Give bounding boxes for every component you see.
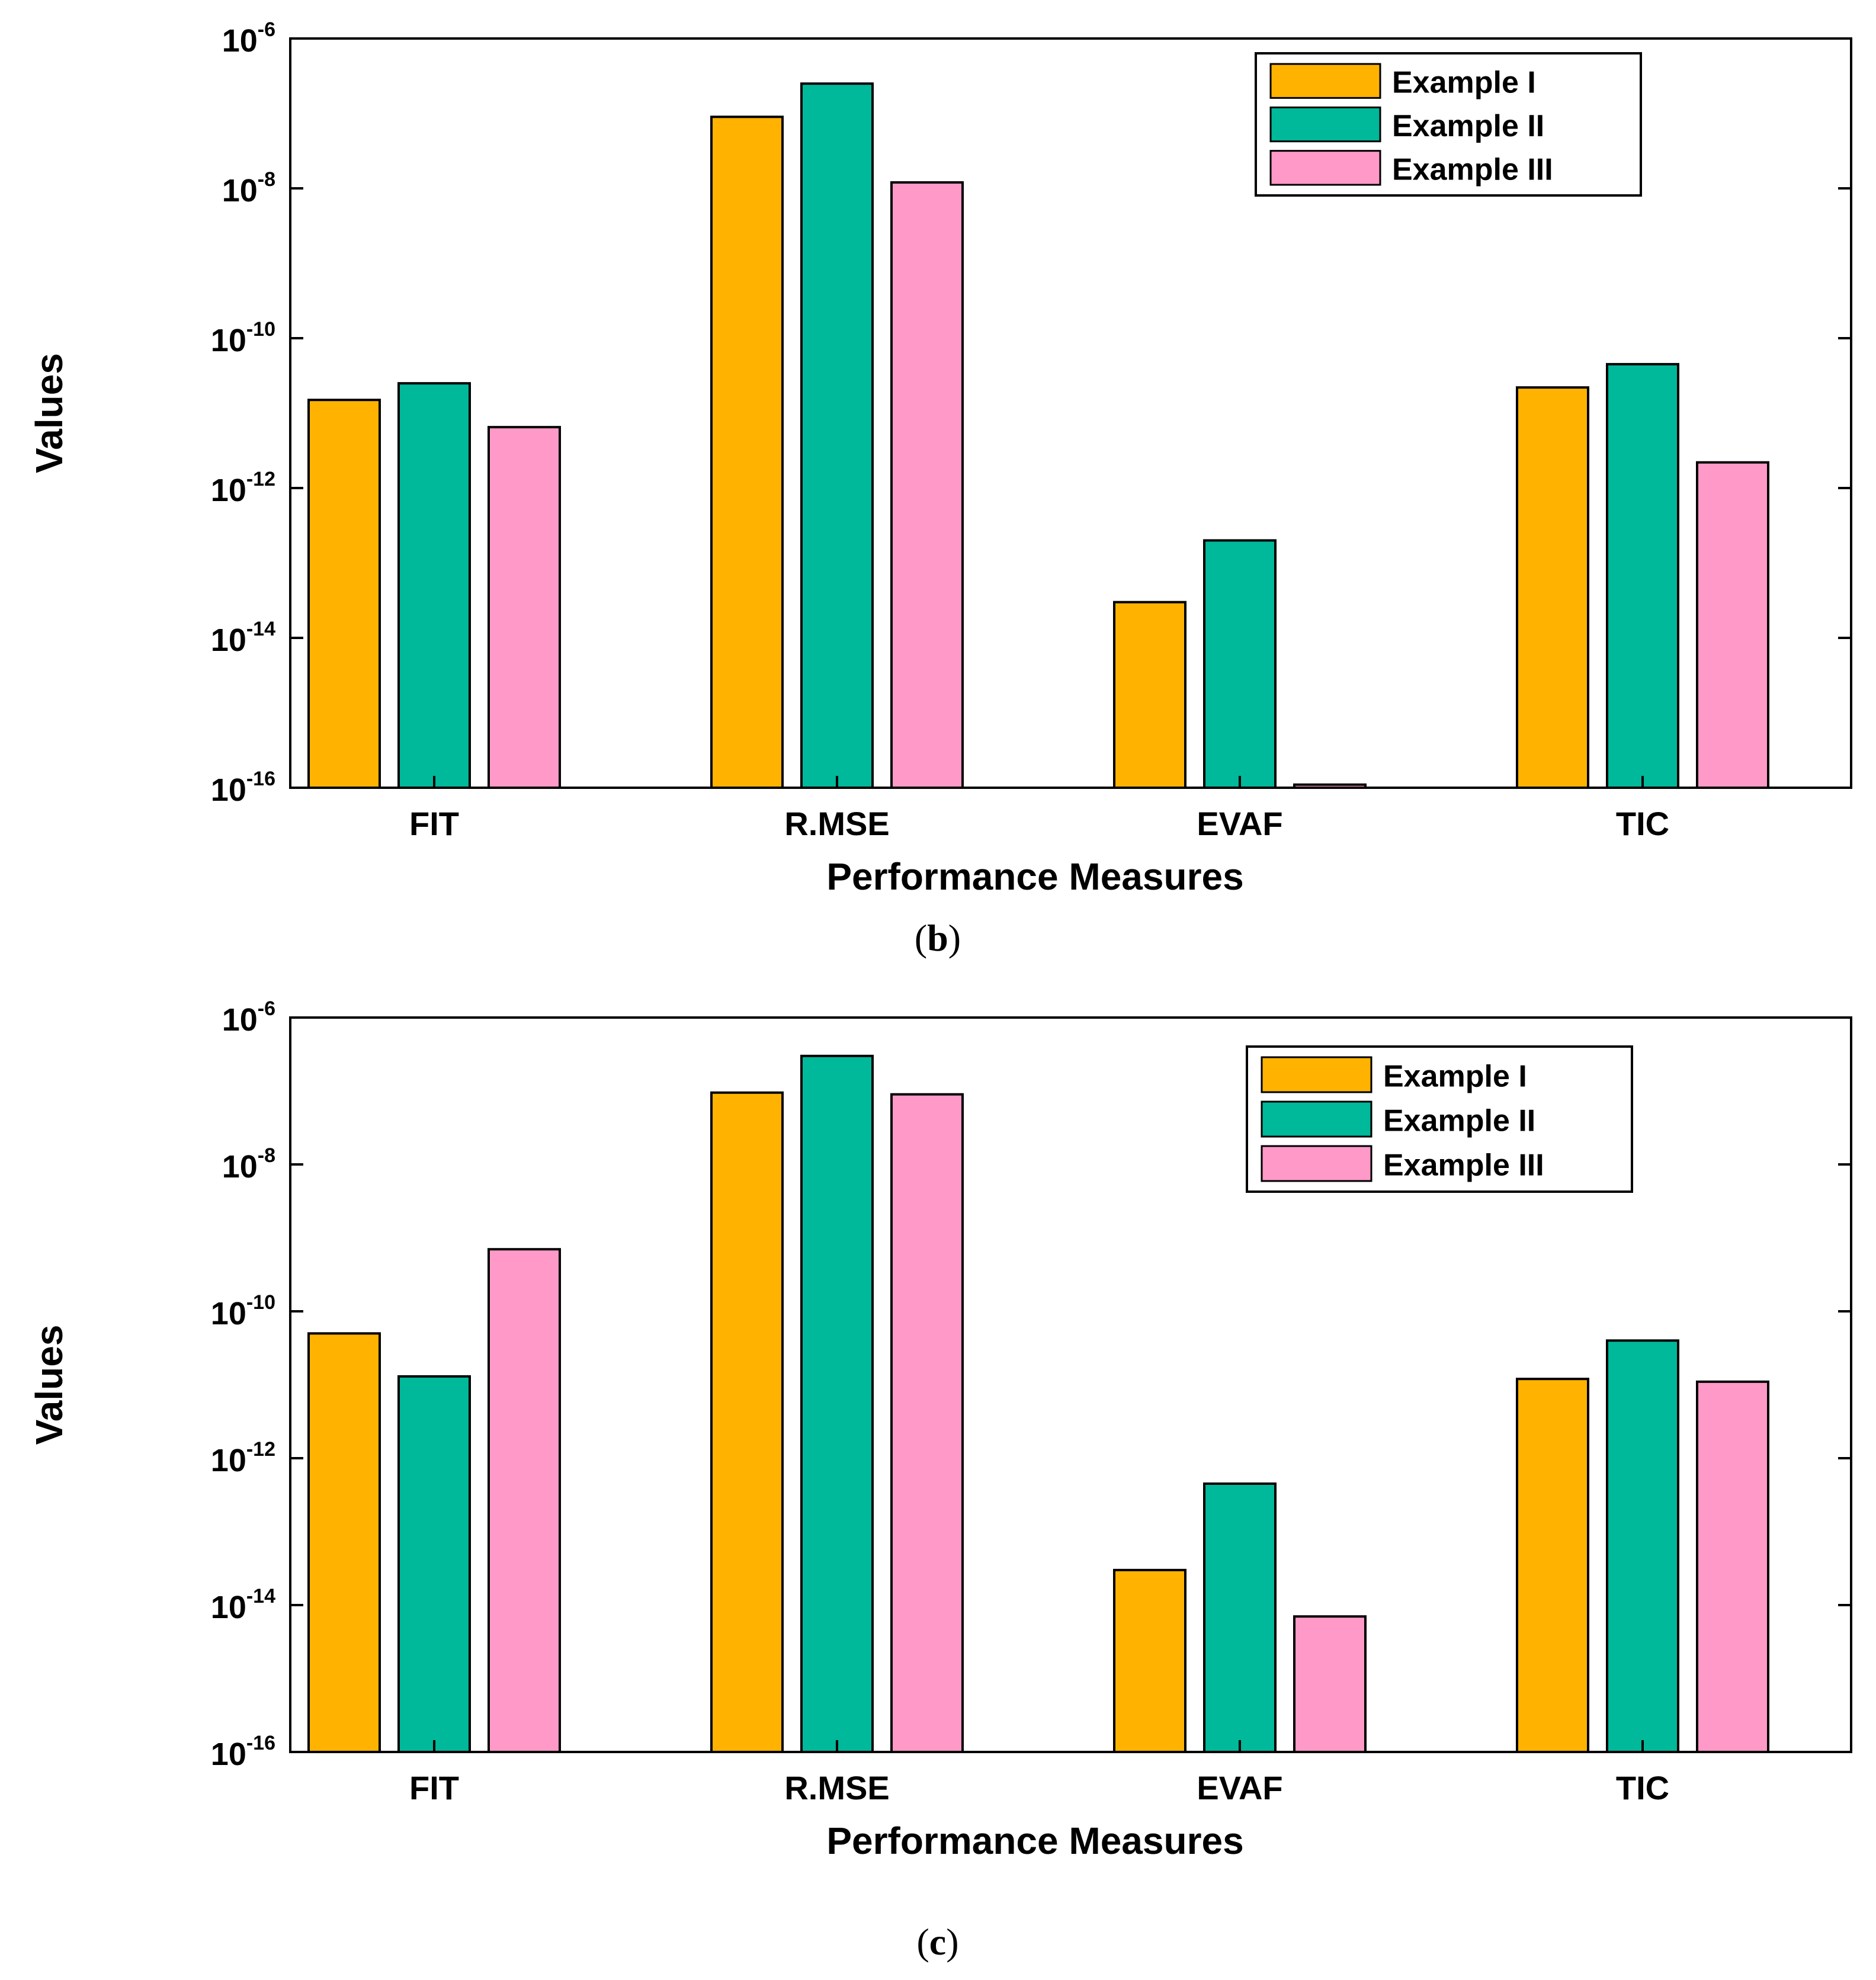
x-tick-label: FIT bbox=[409, 1769, 459, 1806]
y-tick-label: 10-14 bbox=[211, 618, 275, 658]
panel-caption: (b) bbox=[915, 917, 961, 959]
bar-r-mse-example-ii bbox=[800, 1054, 874, 1753]
x-tick-label: EVAF bbox=[1197, 1769, 1282, 1806]
bar-tic-example-ii bbox=[1606, 1339, 1679, 1753]
bar-evaf-example-i bbox=[1113, 1568, 1186, 1753]
bar-evaf-example-i bbox=[1113, 601, 1186, 789]
legend-swatch bbox=[1261, 1056, 1372, 1093]
bar-fit-example-iii bbox=[488, 1248, 561, 1753]
bar-fit-example-ii bbox=[397, 382, 471, 789]
bar-evaf-example-iii bbox=[1293, 1615, 1367, 1753]
bar-tic-example-ii bbox=[1606, 362, 1679, 789]
y-tick-label: 10-6 bbox=[222, 18, 275, 59]
x-axis-label: Performance Measures bbox=[826, 855, 1243, 898]
legend-label: Example I bbox=[1392, 66, 1536, 100]
legend-swatch bbox=[1261, 1100, 1372, 1138]
bar-evaf-example-ii bbox=[1203, 539, 1277, 789]
x-tick-label: EVAF bbox=[1197, 805, 1282, 842]
legend-label: Example I bbox=[1383, 1060, 1527, 1094]
legend: Example I Example II Example III bbox=[1246, 1045, 1633, 1193]
y-tick-label: 10-8 bbox=[222, 168, 275, 208]
y-tick-label: 10-12 bbox=[211, 1438, 275, 1478]
y-tick-label: 10-6 bbox=[222, 997, 275, 1038]
bar-evaf-example-ii bbox=[1203, 1482, 1277, 1754]
bar-tic-example-i bbox=[1516, 1378, 1589, 1754]
y-tick-label: 10-10 bbox=[211, 1291, 275, 1331]
legend-swatch bbox=[1269, 106, 1381, 143]
x-tick-label: FIT bbox=[409, 805, 459, 842]
legend-label: Example III bbox=[1392, 152, 1553, 187]
y-tick-label: 10-16 bbox=[211, 768, 275, 808]
plot-frame bbox=[289, 37, 1852, 789]
bar-tic-example-iii bbox=[1696, 1380, 1769, 1753]
bar-fit-example-iii bbox=[488, 426, 561, 789]
x-axis-label: Performance Measures bbox=[826, 1819, 1243, 1862]
bar-r-mse-example-ii bbox=[800, 82, 874, 789]
bar-r-mse-example-iii bbox=[890, 181, 964, 789]
bar-fit-example-i bbox=[307, 1332, 381, 1753]
y-tick-label: 10-10 bbox=[211, 318, 275, 358]
chart-panel-c: 10-16 10-14 10-12 10-10 10-8 10-6 FIT R.MSE EVAF… bbox=[28, 997, 1852, 1963]
legend: Example I Example II Example III bbox=[1255, 52, 1642, 197]
y-tick-label: 10-14 bbox=[211, 1585, 275, 1625]
bar-r-mse-example-i bbox=[710, 115, 784, 789]
y-axis-label: Values bbox=[28, 1325, 70, 1445]
bar-tic-example-iii bbox=[1696, 461, 1769, 789]
bar-r-mse-example-i bbox=[710, 1091, 784, 1753]
x-tick-label: R.MSE bbox=[784, 805, 889, 842]
legend-label: Example II bbox=[1383, 1104, 1535, 1138]
chart-panel-b: 10-16 10-14 10-12 10-10 10-8 10-6 FIT R.MSE EVAF… bbox=[28, 18, 1852, 959]
legend-swatch bbox=[1261, 1145, 1372, 1182]
legend-label: Example II bbox=[1392, 109, 1544, 143]
bar-fit-example-ii bbox=[397, 1375, 471, 1754]
bar-r-mse-example-iii bbox=[890, 1093, 964, 1753]
plot-frame bbox=[289, 1016, 1852, 1753]
y-tick-label: 10-12 bbox=[211, 468, 275, 508]
bar-tic-example-i bbox=[1516, 386, 1589, 789]
legend-label: Example III bbox=[1383, 1148, 1544, 1183]
y-tick-label: 10-16 bbox=[211, 1732, 275, 1772]
y-tick-label: 10-8 bbox=[222, 1144, 275, 1185]
legend-swatch bbox=[1269, 63, 1381, 99]
x-tick-label: R.MSE bbox=[784, 1769, 889, 1806]
panel-caption: (c) bbox=[916, 1921, 958, 1963]
bar-fit-example-i bbox=[307, 399, 381, 789]
y-axis-label: Values bbox=[28, 353, 70, 473]
x-tick-label: TIC bbox=[1616, 805, 1669, 842]
legend-swatch bbox=[1269, 150, 1381, 186]
x-tick-label: TIC bbox=[1616, 1769, 1669, 1806]
